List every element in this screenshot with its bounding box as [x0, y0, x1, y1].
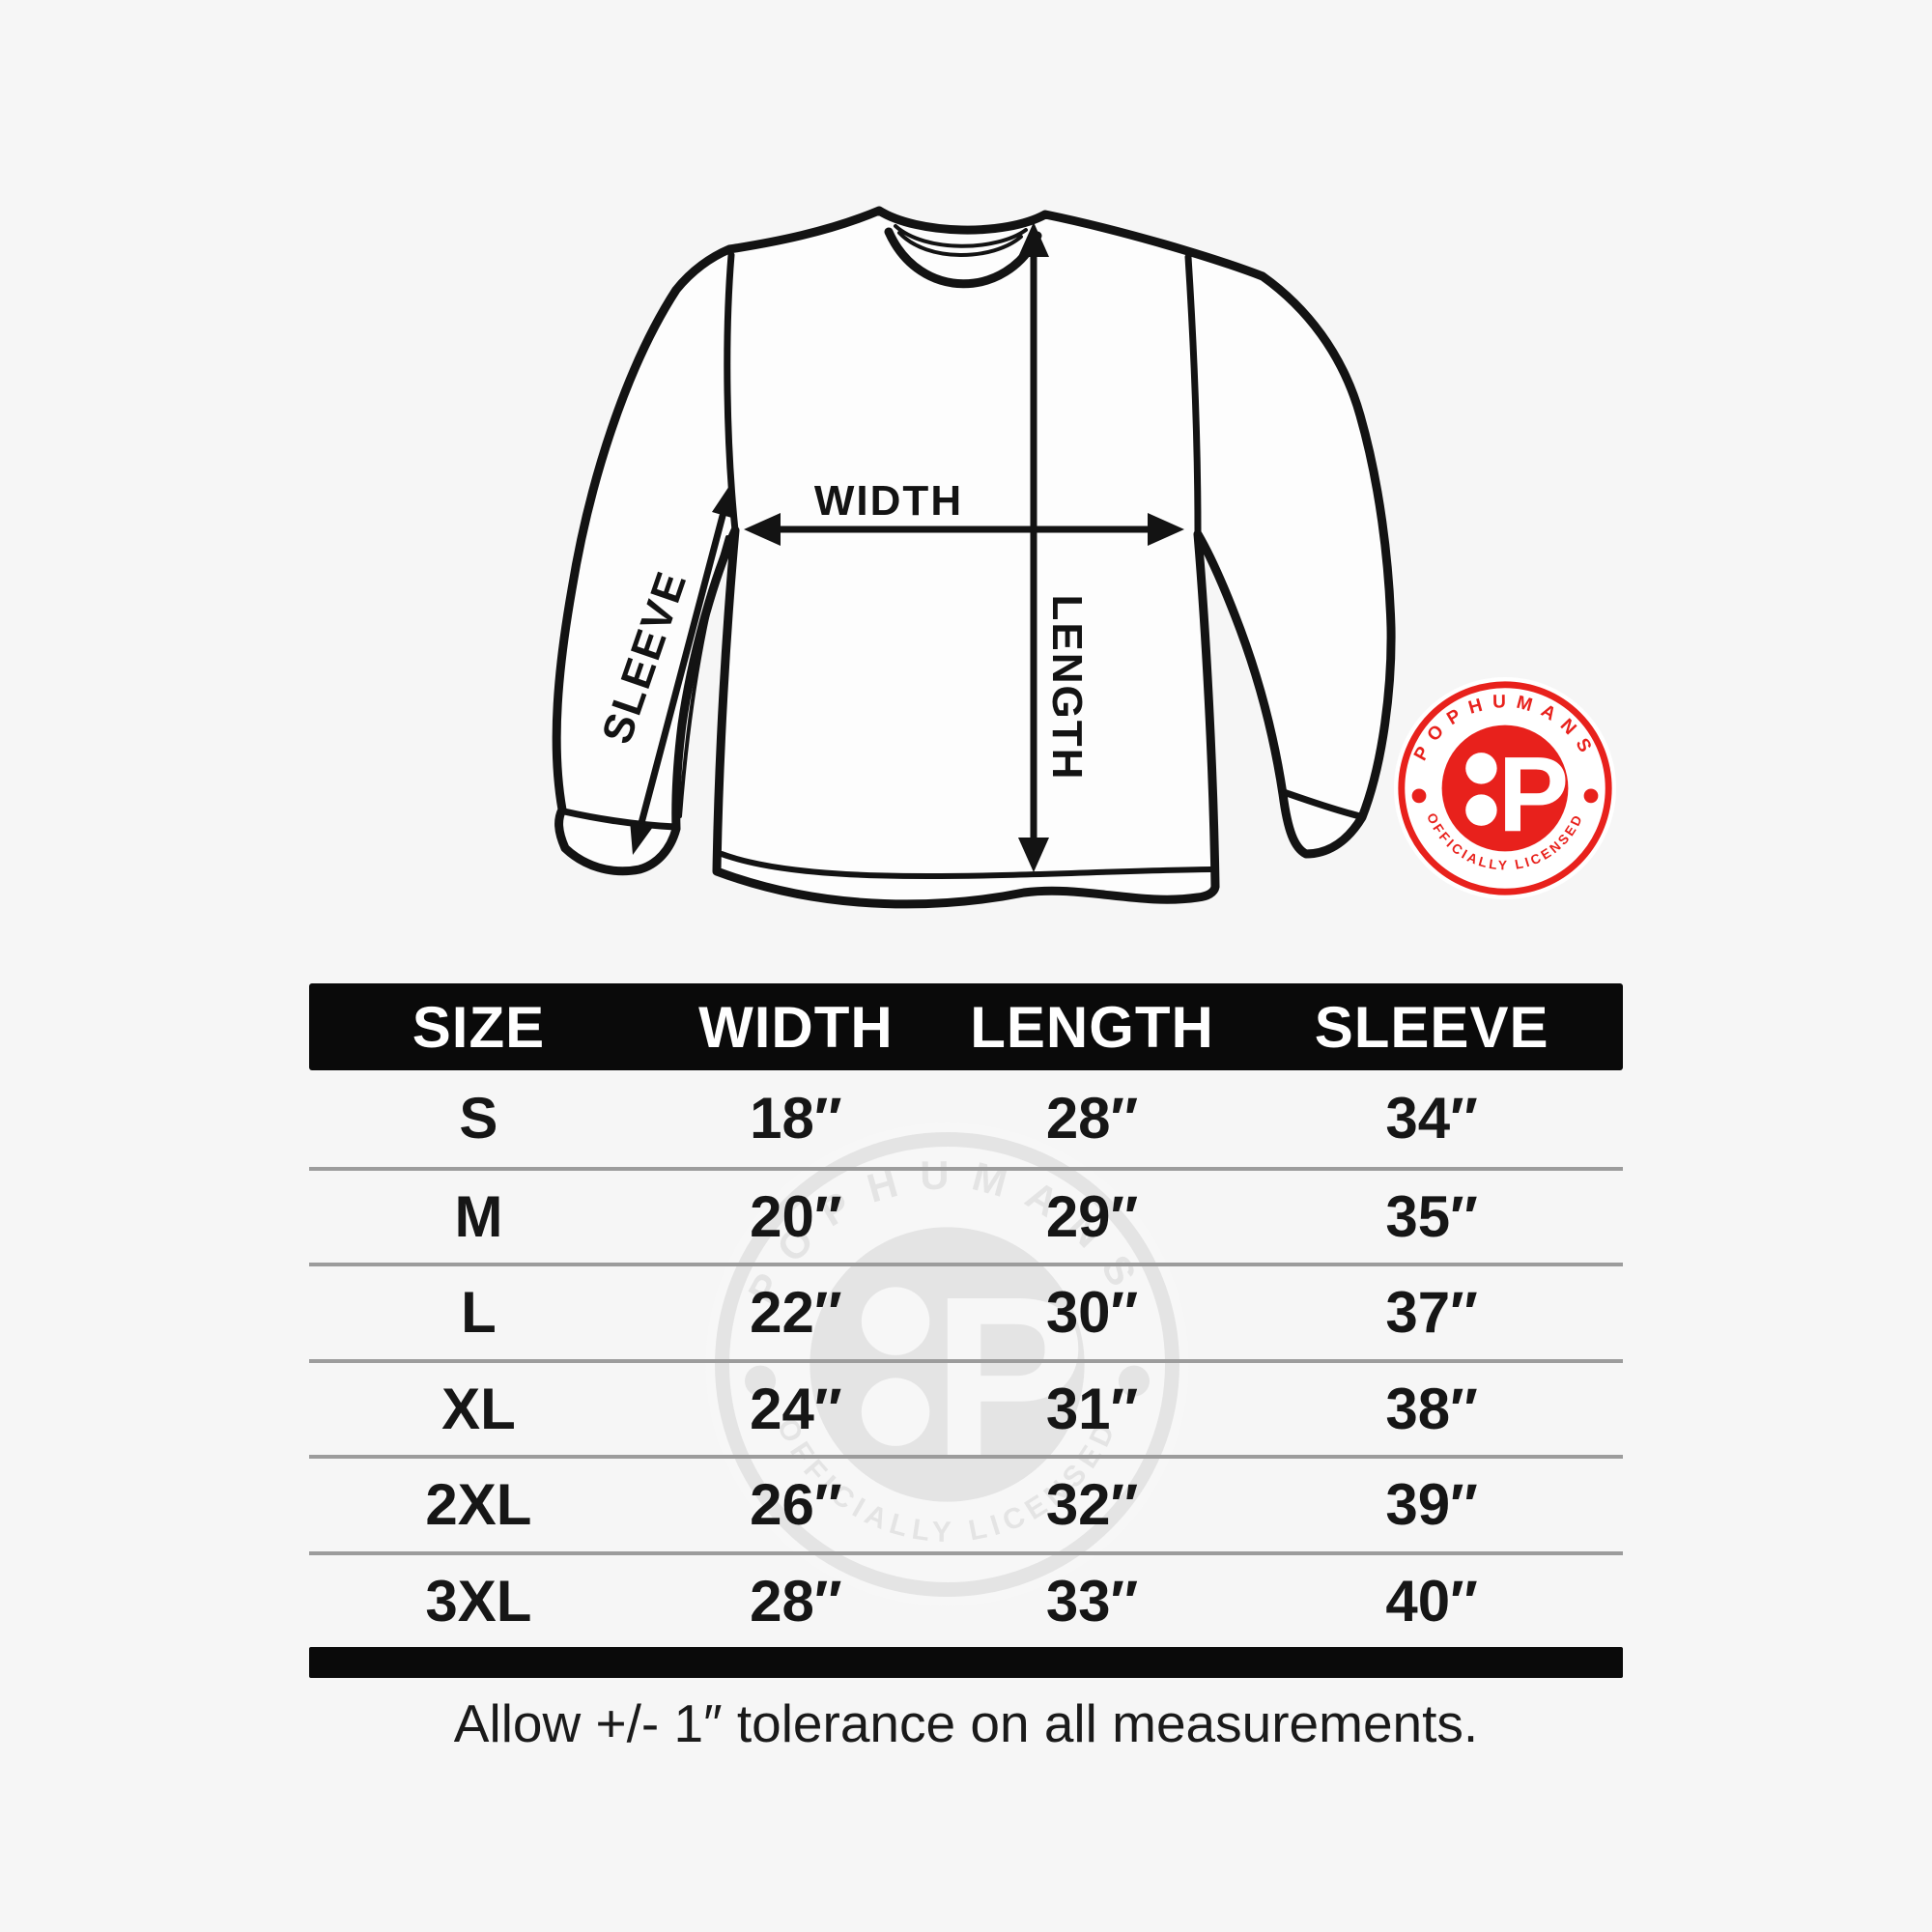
cell-size: S: [459, 1086, 498, 1151]
header-width: WIDTH: [698, 994, 894, 1060]
size-table-body: S 18″ 28″ 34″ M 20″ 29″ 35″ L 22″ 30″ 37…: [309, 1070, 1623, 1647]
cell-width: 18″: [750, 1086, 842, 1151]
shirt-hem-stitch-line: [719, 851, 1213, 880]
cell-width: 28″: [750, 1568, 842, 1634]
size-table-header: SIZE WIDTH LENGTH SLEEVE: [309, 983, 1623, 1070]
table-row: L 22″ 30″ 37″: [309, 1263, 1623, 1359]
table-bottom-bar: [309, 1647, 1623, 1678]
cell-sleeve: 39″: [1385, 1472, 1478, 1538]
cell-size: 2XL: [425, 1472, 532, 1538]
table-row: 3XL 28″ 33″ 40″: [309, 1550, 1623, 1648]
tolerance-note: Allow +/- 1″ tolerance on all measuremen…: [453, 1693, 1479, 1753]
width-arrowhead-right: [1148, 513, 1184, 546]
table-row: M 20″ 29″ 35″: [309, 1166, 1623, 1264]
shirt-left-cuff-line: [560, 808, 679, 831]
header-length: LENGTH: [970, 994, 1214, 1060]
sleeve-arrowhead-top: [712, 483, 735, 519]
width-label: WIDTH: [814, 477, 963, 525]
length-label: LENGTH: [1043, 595, 1091, 781]
licensed-badge: [1394, 677, 1616, 899]
cell-width: 22″: [750, 1280, 842, 1346]
header-sleeve: SLEEVE: [1314, 994, 1549, 1060]
shirt-collar-rib-line-1: [894, 224, 1028, 248]
cell-length: 29″: [1045, 1183, 1139, 1249]
cell-length: 28″: [1045, 1086, 1139, 1151]
sleeve-arrowhead-bottom: [630, 820, 653, 855]
cell-length: 30″: [1045, 1280, 1139, 1346]
cell-width: 20″: [750, 1183, 842, 1249]
sleeve-arrow-line: [638, 512, 726, 827]
shirt-silhouette: [552, 206, 1396, 909]
cell-size: M: [454, 1183, 503, 1249]
cell-sleeve: 35″: [1385, 1183, 1478, 1249]
cell-sleeve: 40″: [1385, 1568, 1478, 1634]
length-arrowhead-bottom: [1018, 838, 1049, 872]
cell-sleeve: 34″: [1385, 1086, 1478, 1151]
length-arrowhead-top: [1018, 222, 1049, 257]
cell-length: 31″: [1045, 1376, 1139, 1441]
measurement-arrows: [630, 222, 1184, 872]
cell-length: 32″: [1045, 1472, 1139, 1538]
header-size: SIZE: [412, 994, 546, 1060]
table-row: 2XL 26″ 32″ 39″: [309, 1455, 1623, 1551]
shirt-left-sleeve-seam: [678, 535, 729, 818]
shirt-collar-rib-line-2: [897, 231, 1023, 257]
cell-size: 3XL: [425, 1568, 532, 1634]
cell-size: XL: [441, 1376, 516, 1441]
cell-width: 24″: [750, 1376, 842, 1441]
table-row: S 18″ 28″ 34″: [309, 1070, 1623, 1167]
shirt-right-cuff-line: [1280, 788, 1364, 820]
shirt-drawing: [552, 206, 1396, 909]
shirt-right-armhole-seam: [1184, 253, 1202, 536]
table-row: XL 24″ 31″ 38″: [309, 1358, 1623, 1456]
width-arrowhead-left: [744, 513, 781, 546]
cell-width: 26″: [750, 1472, 842, 1538]
cell-length: 33″: [1045, 1568, 1139, 1634]
cell-sleeve: 37″: [1385, 1280, 1478, 1346]
cell-size: L: [461, 1280, 497, 1346]
cell-sleeve: 38″: [1385, 1376, 1478, 1441]
